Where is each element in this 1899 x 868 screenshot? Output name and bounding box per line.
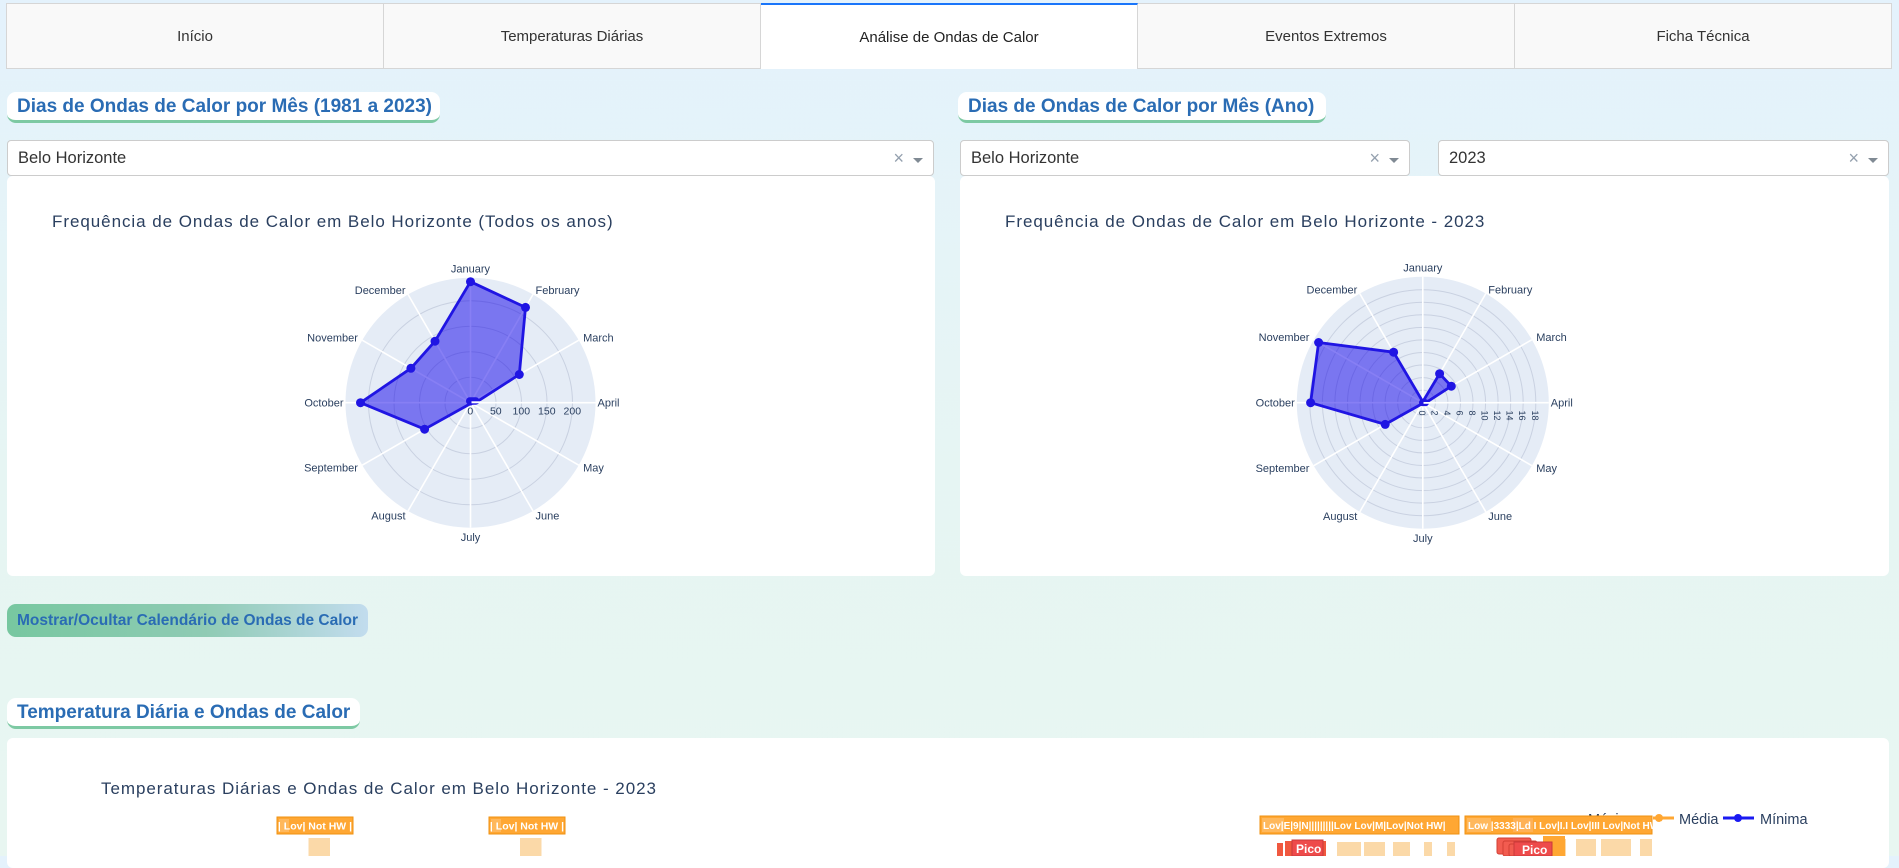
- svg-text:6: 6: [1455, 411, 1465, 416]
- svg-text:100: 100: [513, 406, 531, 418]
- svg-text:8: 8: [1467, 411, 1477, 416]
- svg-text:June: June: [1488, 511, 1512, 523]
- svg-text:September: September: [304, 463, 358, 475]
- svg-text:4: 4: [1442, 411, 1452, 416]
- svg-text:0: 0: [467, 406, 473, 418]
- svg-text:October: October: [1256, 398, 1295, 410]
- svg-text:10: 10: [1480, 411, 1490, 421]
- svg-text:0: 0: [1417, 411, 1427, 416]
- svg-text:2: 2: [1429, 411, 1439, 416]
- svg-text:August: August: [371, 510, 405, 522]
- svg-text:September: September: [1256, 463, 1310, 475]
- svg-text:December: December: [355, 285, 406, 297]
- svg-text:December: December: [1307, 284, 1358, 296]
- svg-text:18: 18: [1530, 411, 1540, 421]
- svg-text:March: March: [583, 333, 614, 345]
- svg-text:| Lov| Not HW |: | Lov| Not HW |: [490, 821, 564, 833]
- svg-text:May: May: [583, 463, 604, 475]
- svg-text:June: June: [536, 510, 560, 522]
- svg-text:July: July: [1413, 533, 1433, 545]
- svg-text:April: April: [598, 398, 620, 410]
- svg-text:November: November: [307, 333, 358, 345]
- svg-text:February: February: [536, 285, 581, 297]
- svg-text:50: 50: [490, 406, 502, 418]
- svg-text:March: March: [1536, 332, 1567, 344]
- svg-text:16: 16: [1517, 411, 1527, 421]
- svg-text:Média: Média: [1679, 812, 1719, 828]
- svg-text:150: 150: [538, 406, 556, 418]
- svg-text:October: October: [304, 398, 343, 410]
- svg-text:July: July: [461, 532, 481, 544]
- svg-text:Mínima: Mínima: [1760, 812, 1808, 828]
- svg-text:14: 14: [1505, 411, 1515, 421]
- svg-text:Lov|E|9|N|||||||||Lov Lov|M|Lo: Lov|E|9|N|||||||||Lov Lov|M|Lov|Not HW|: [1263, 821, 1446, 832]
- svg-text:12: 12: [1492, 411, 1502, 421]
- svg-text:April: April: [1551, 398, 1573, 410]
- svg-text:February: February: [1488, 284, 1533, 296]
- svg-text:May: May: [1536, 463, 1557, 475]
- svg-text:November: November: [1259, 332, 1310, 344]
- svg-text:January: January: [451, 264, 491, 276]
- svg-text:Pico: Pico: [1296, 842, 1321, 856]
- svg-text:January: January: [1403, 263, 1443, 275]
- svg-text:Low |3333|Ld I Lov|I.I Lov|III: Low |3333|Ld I Lov|I.I Lov|III Lov|Not H…: [1468, 821, 1662, 832]
- svg-text:| Lov| Not HW |: | Lov| Not HW |: [278, 821, 352, 833]
- svg-text:200: 200: [564, 406, 582, 418]
- svg-text:Pico: Pico: [1522, 843, 1547, 856]
- svg-text:August: August: [1323, 511, 1357, 523]
